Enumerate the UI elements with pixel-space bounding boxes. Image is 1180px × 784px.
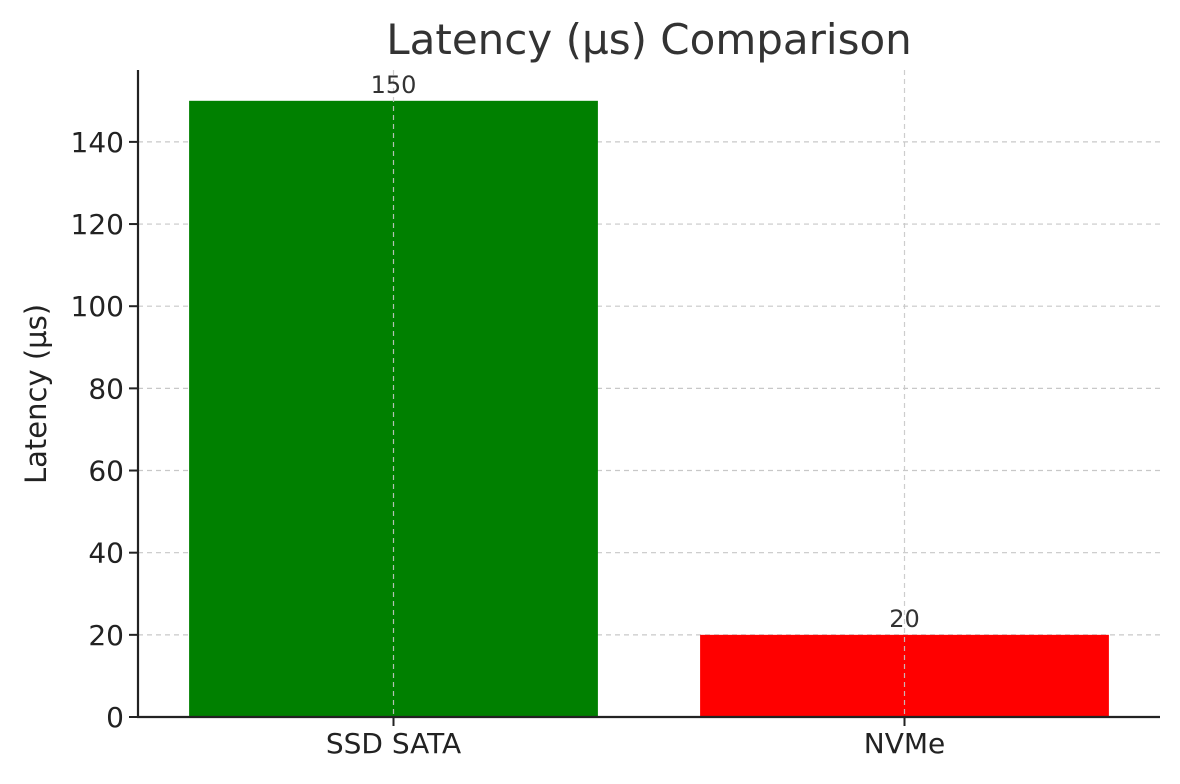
- chart-title: Latency (µs) Comparison: [386, 15, 912, 64]
- y-axis-label: Latency (µs): [19, 304, 53, 484]
- y-tick-label: 100: [71, 290, 124, 323]
- labels-layer: 0 20 40 60 80 100 120 140 150 SSD SATA 20 NVMe: [71, 71, 946, 760]
- y-tick-label: 140: [71, 126, 124, 159]
- y-tick-label: 0: [106, 701, 124, 734]
- y-tick-label: 20: [88, 619, 124, 652]
- bar-ssd-sata: [189, 100, 598, 718]
- axes-layer: [129, 70, 1160, 726]
- y-tick-label: 60: [88, 455, 124, 488]
- x-tick-label: SSD SATA: [326, 727, 461, 760]
- y-tick-label: 120: [71, 208, 124, 241]
- bar-value-label: 20: [889, 605, 920, 633]
- x-tick-label: NVMe: [864, 727, 945, 760]
- bar-value-label: 150: [371, 71, 417, 99]
- y-tick-label: 80: [88, 372, 124, 405]
- y-tick-label: 40: [88, 537, 124, 570]
- bars-layer: [189, 100, 1109, 718]
